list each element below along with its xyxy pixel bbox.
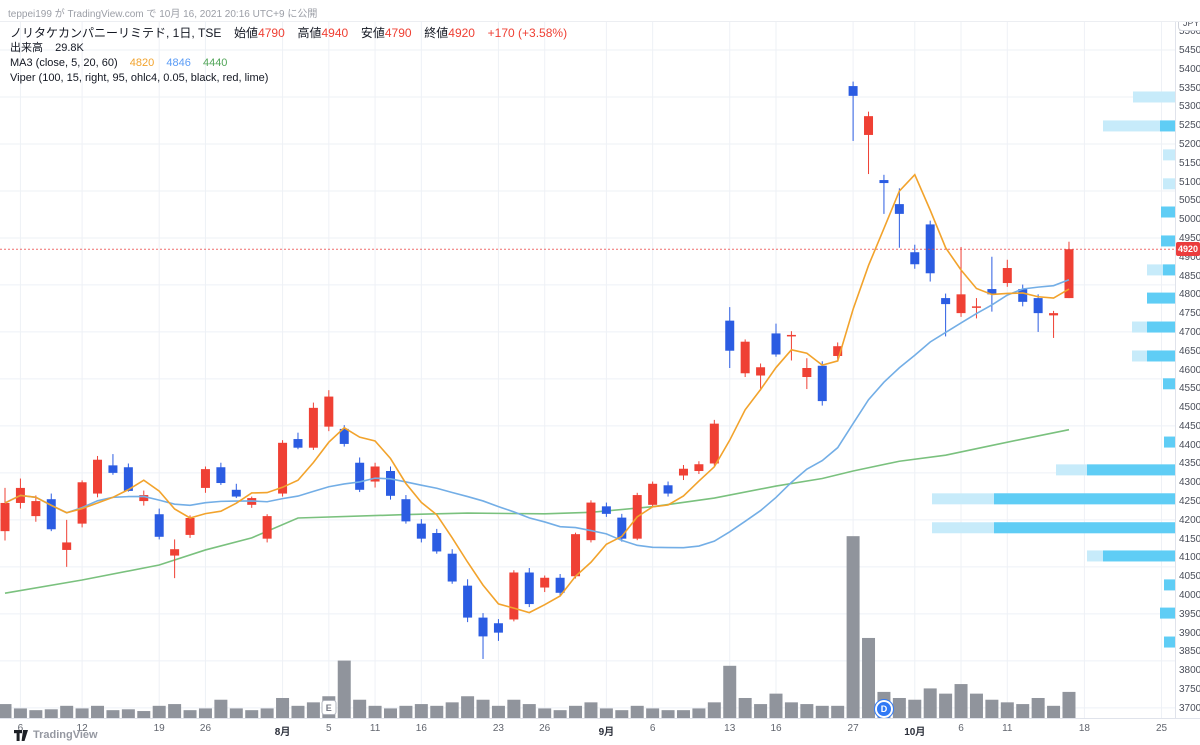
symbol-title: ノリタケカンパニーリミテド, 1日, TSE [10, 26, 222, 40]
grid-lines [0, 21, 1175, 718]
price-axis-label: 3800 [1179, 665, 1200, 677]
viper-indicator-label: Viper (100, 15, right, 95, ohlc4, 0.05, … [10, 72, 269, 84]
volume-bars [0, 536, 1076, 718]
price-axis-label: 5200 [1179, 138, 1200, 150]
legend-volume-row[interactable]: 出来高 29.8K [10, 41, 567, 55]
price-axis-label: 4350 [1179, 458, 1200, 470]
price-axis-label: 4550 [1179, 383, 1200, 395]
legend-ma-row[interactable]: MA3 (close, 5, 20, 60) 4820 4846 4440 [10, 56, 567, 70]
ma-indicator-label: MA3 (close, 5, 20, 60) [10, 57, 118, 69]
price-axis-label: 4050 [1179, 571, 1200, 583]
price-axis-label: 5450 [1179, 44, 1200, 56]
time-axis-label: 12 [76, 723, 88, 734]
time-axis-label: 16 [415, 723, 427, 734]
volume-label: 出来高 [10, 42, 43, 54]
price-axis-label: 4450 [1179, 420, 1200, 432]
price-axis-label: 3850 [1179, 646, 1200, 658]
legend-viper-row[interactable]: Viper (100, 15, right, 95, ohlc4, 0.05, … [10, 71, 567, 85]
last-price-badge: 4920 [1176, 242, 1200, 257]
open-value: 4790 [258, 26, 285, 40]
earnings-marker[interactable]: E [321, 700, 337, 715]
price-axis-label: 4500 [1179, 402, 1200, 414]
chart-legend: ノリタケカンパニーリミテド, 1日, TSE 始値4790 高値4940 安値4… [10, 26, 567, 86]
price-axis-label: 4850 [1179, 270, 1200, 282]
price-axis-label: 4300 [1179, 477, 1200, 489]
price-axis-label: 4950 [1179, 232, 1200, 244]
ma5-value: 4820 [129, 57, 155, 69]
price-axis-label: 5150 [1179, 157, 1200, 169]
time-axis-label: 16 [770, 723, 782, 734]
price-axis-label: 3950 [1179, 608, 1200, 620]
time-axis-label: 26 [199, 723, 212, 734]
time-axis-label: 11 [1002, 723, 1013, 734]
time-axis-label: 9月 [598, 727, 615, 738]
close-value: 4920 [448, 26, 475, 40]
ma60-value: 4440 [202, 57, 228, 69]
change-value: +170 (+3.58%) [487, 26, 568, 40]
price-axis-label: 3700 [1179, 702, 1200, 714]
time-axis-label: 10月 [904, 727, 926, 738]
time-axis-label: 26 [539, 723, 551, 734]
price-axis-label: 5100 [1179, 176, 1200, 188]
time-axis-label: 18 [1078, 723, 1090, 734]
time-axis-label: 23 [492, 723, 504, 734]
ma60-line [4, 428, 1070, 594]
time-axis-label: 25 [1155, 723, 1168, 734]
time-axis-label: 6 [17, 723, 24, 734]
ma20-value: 4846 [166, 57, 191, 69]
price-axis-label: 5050 [1179, 195, 1200, 207]
price-axis-label: 5000 [1179, 214, 1200, 226]
price-axis-label: 4150 [1179, 533, 1200, 545]
time-axis-label: 19 [153, 723, 165, 734]
publish-info-text: teppei199 が TradingView.com で 10月 16, 20… [8, 9, 318, 20]
volume-profile [932, 91, 1175, 648]
tradingview-logo-text: TradingView [33, 729, 98, 741]
time-axis[interactable]: 6 12 19 26 8月 5 11 16 23 26 9月 6 13 16 27 10月 6 11 18 25 [0, 718, 1200, 745]
price-axis-label: 3900 [1179, 627, 1200, 639]
publish-header: teppei199 が TradingView.com で 10月 16, 20… [0, 0, 1200, 22]
volume-value: 29.8K [55, 42, 84, 54]
price-axis-label: 4250 [1179, 496, 1200, 508]
price-axis-label: 4700 [1179, 326, 1200, 338]
open-label: 始値 [234, 26, 259, 40]
price-axis-label: 4600 [1179, 364, 1200, 376]
tradingview-attribution[interactable]: TradingView [14, 729, 98, 741]
time-axis-label: 13 [724, 723, 736, 734]
price-axis-label: 5350 [1179, 82, 1200, 94]
time-axis-label: 8月 [274, 727, 291, 738]
low-label: 安値 [360, 26, 385, 40]
time-axis-label: 11 [369, 723, 381, 734]
price-axis-label: 4000 [1179, 590, 1200, 602]
close-label: 終値 [424, 26, 449, 40]
ma5-line [4, 173, 1070, 614]
high-label: 高値 [297, 26, 322, 40]
price-axis-label: 4650 [1179, 345, 1200, 357]
price-axis-label: 5300 [1179, 101, 1200, 113]
time-axis-label: 5 [326, 723, 332, 734]
price-axis-label: 5400 [1179, 63, 1200, 75]
time-axis-label: 27 [847, 723, 859, 734]
legend-symbol-row[interactable]: ノリタケカンパニーリミテド, 1日, TSE 始値4790 高値4940 安値4… [10, 26, 567, 40]
ma20-line [4, 279, 1070, 549]
price-axis-label: 4800 [1179, 289, 1200, 301]
candlesticks [0, 81, 1074, 659]
price-axis-label: 5500 [1179, 26, 1200, 38]
price-axis-label: 4750 [1179, 308, 1200, 320]
price-axis-label: 3750 [1179, 684, 1200, 696]
tradingview-logo-icon [14, 729, 28, 741]
dividend-marker[interactable]: D [873, 699, 894, 719]
price-axis-label: 4200 [1179, 514, 1200, 526]
time-axis-label: 6 [958, 723, 964, 734]
high-value: 4940 [321, 26, 349, 40]
price-axis-label: 4100 [1179, 552, 1200, 564]
price-axis-label: 4400 [1179, 439, 1200, 451]
time-axis-label: 6 [649, 723, 656, 734]
price-axis[interactable]: 3700 3750 3800 3850 3900 3950 4000 4050 4100 4150… [1175, 7, 1200, 718]
low-value: 4790 [384, 26, 412, 40]
price-axis-label: 5250 [1179, 120, 1200, 132]
price-axis-label: 4900 [1179, 251, 1200, 263]
